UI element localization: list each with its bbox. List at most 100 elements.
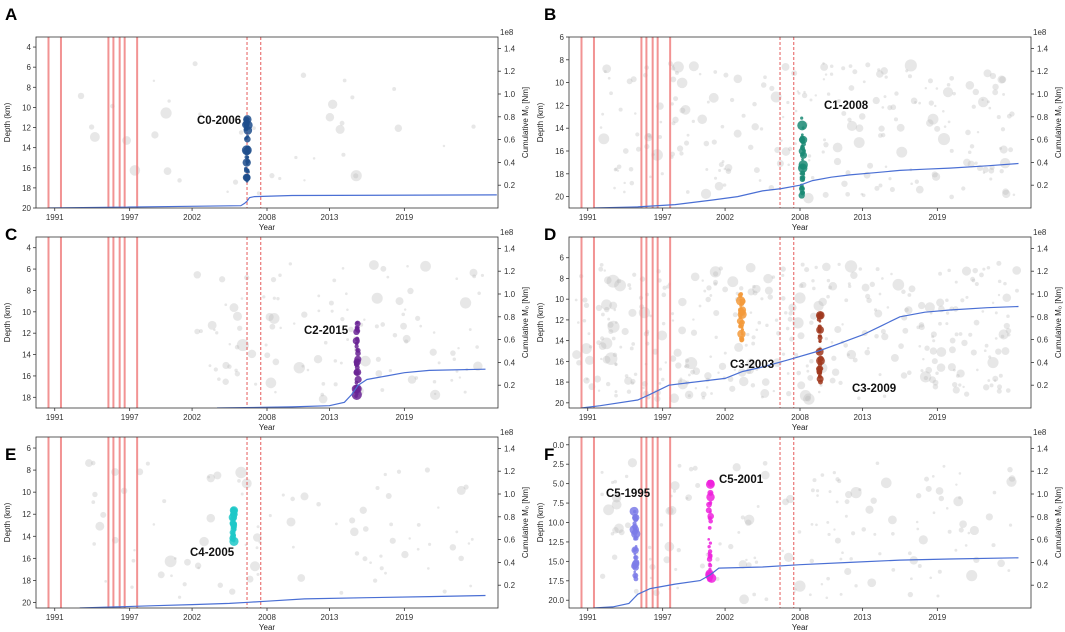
y-tick-label: 6: [27, 265, 32, 274]
y2-tick-label: 1.0: [504, 290, 516, 299]
cluster-event: [817, 334, 821, 338]
background-event: [789, 336, 795, 342]
background-event: [770, 91, 782, 103]
background-event: [960, 298, 965, 303]
background-event: [870, 497, 877, 504]
background-event: [622, 148, 629, 154]
y2-tick-label: 1.2: [1037, 67, 1049, 76]
background-event: [929, 311, 933, 315]
background-event: [614, 362, 618, 366]
y2-tick-label: 0.4: [504, 358, 516, 367]
background-event: [268, 514, 272, 518]
background-event: [384, 571, 387, 575]
background-event: [603, 276, 612, 285]
background-event: [796, 90, 800, 93]
background-event: [891, 531, 895, 536]
y-tick-label: 6: [560, 254, 565, 263]
background-event: [222, 378, 229, 385]
y-tick-label: 12.5: [548, 538, 564, 547]
cluster-event: [708, 562, 712, 566]
background-event: [865, 293, 871, 299]
cluster-event: [352, 337, 360, 345]
y2-scale-label: 1e8: [500, 228, 514, 237]
background-event: [683, 140, 690, 146]
background-event: [437, 361, 441, 365]
background-event: [942, 464, 946, 468]
x-tick-label: 2008: [791, 213, 809, 222]
background-event: [910, 182, 913, 186]
background-event: [813, 300, 824, 311]
background-event: [607, 317, 611, 321]
background-event: [819, 383, 823, 387]
background-event: [613, 168, 618, 172]
background-event: [325, 113, 335, 122]
background-event: [878, 183, 883, 188]
cluster-event: [634, 573, 637, 577]
background-event: [600, 336, 605, 341]
background-event: [334, 522, 338, 526]
background-event: [961, 186, 966, 191]
background-event: [712, 279, 719, 285]
background-event: [880, 132, 886, 138]
background-event: [104, 579, 108, 583]
background-event: [614, 279, 627, 292]
background-event: [949, 346, 956, 354]
x-axis-label: Year: [259, 423, 276, 432]
background-event: [964, 391, 970, 397]
cluster-event: [818, 319, 822, 323]
background-event: [463, 484, 469, 490]
background-event: [904, 59, 917, 72]
background-event: [629, 180, 635, 186]
y2-tick-label: 0.8: [1037, 113, 1049, 122]
background-event: [837, 479, 842, 484]
background-event: [458, 555, 464, 562]
background-event: [616, 164, 622, 170]
background-event: [973, 319, 980, 326]
background-event: [714, 335, 718, 339]
background-event: [463, 390, 467, 394]
background-event: [246, 575, 254, 583]
background-event: [875, 267, 880, 272]
background-event: [92, 491, 98, 498]
x-axis-label: Year: [792, 623, 809, 632]
background-event: [600, 337, 613, 350]
background-event: [992, 490, 997, 495]
background-event: [910, 97, 918, 105]
panel-b: 1991 1997 2002 2008 2013 2019 Year 6 8 10 12 14 16 18…: [536, 5, 1063, 232]
background-event: [603, 269, 606, 272]
background-event: [269, 323, 276, 330]
background-event: [942, 87, 954, 98]
y2-axis-label: Cumulative M₀ [Nm]: [1054, 87, 1063, 158]
cluster-annotation: C5-1995: [606, 488, 651, 500]
cluster-event: [740, 319, 744, 324]
background-event: [733, 74, 743, 84]
y2-tick-label: 1.4: [1037, 244, 1049, 253]
background-event: [938, 495, 945, 502]
background-event: [177, 595, 182, 599]
y-tick-label: 18: [555, 170, 564, 179]
x-tick-label: 2019: [395, 213, 413, 222]
background-event: [873, 308, 878, 312]
background-event: [614, 363, 618, 367]
background-event: [989, 177, 993, 181]
background-event: [745, 519, 752, 526]
cluster-event: [708, 501, 712, 506]
background-event: [916, 325, 921, 330]
background-event: [826, 278, 831, 283]
background-event: [996, 115, 1001, 120]
cluster-event: [631, 560, 640, 568]
background-event: [723, 167, 726, 171]
background-event: [992, 375, 999, 382]
background-event: [904, 306, 913, 315]
background-event: [967, 160, 975, 168]
x-tick-label: 2019: [928, 213, 946, 222]
background-event: [607, 320, 620, 333]
background-event: [700, 391, 707, 398]
background-event: [671, 319, 675, 322]
background-event: [823, 142, 829, 148]
background-event: [952, 386, 960, 394]
background-event: [729, 385, 736, 392]
background-event: [907, 74, 913, 79]
cluster-event: [799, 190, 803, 194]
background-event: [958, 472, 962, 475]
